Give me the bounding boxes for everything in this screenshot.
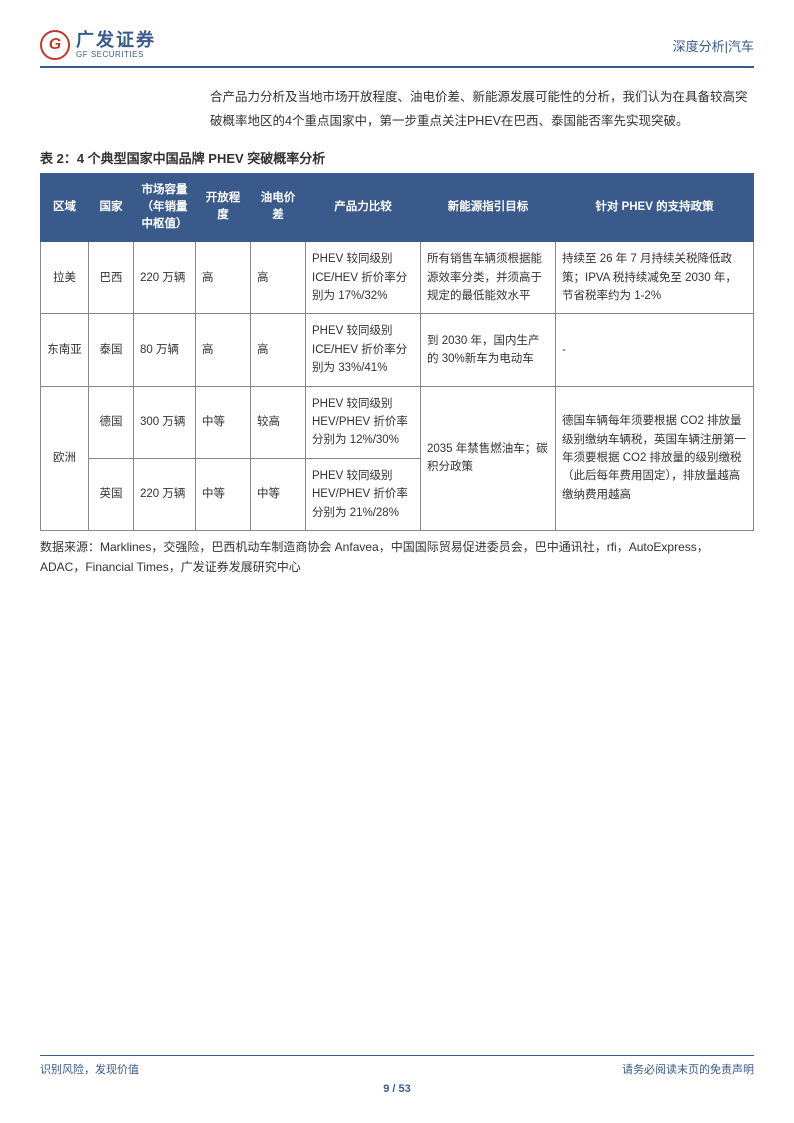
cell-pricediff: 高 <box>251 242 306 314</box>
intro-paragraph: 合产品力分析及当地市场开放程度、油电价差、新能源发展可能性的分析，我们认为在具备… <box>210 86 754 134</box>
page-footer: 识别风险，发现价值 请务必阅读末页的免责声明 9 / 53 <box>40 1055 754 1095</box>
cell-region: 东南亚 <box>41 314 89 386</box>
logo-cn: 广发证券 <box>76 31 156 51</box>
cell-openness: 中等 <box>196 458 251 530</box>
cell-capacity: 80 万辆 <box>134 314 196 386</box>
th-policy: 针对 PHEV 的支持政策 <box>556 173 754 242</box>
cell-openness: 高 <box>196 314 251 386</box>
cell-policy: 持续至 26 年 7 月持续关税降低政策；IPVA 税持续减免至 2030 年，… <box>556 242 754 314</box>
cell-policy: 德国车辆每年须要根据 CO2 排放量级别缴纳车辆税，英国车辆注册第一年须要根据 … <box>556 386 754 530</box>
logo: G 广发证券 GF SECURITIES <box>40 30 156 60</box>
table-title: 表 2：4 个典型国家中国品牌 PHEV 突破概率分析 <box>40 148 754 167</box>
cell-pricediff: 高 <box>251 314 306 386</box>
cell-country: 德国 <box>89 386 134 458</box>
cell-region: 拉美 <box>41 242 89 314</box>
footer-right: 请务必阅读末页的免责声明 <box>622 1061 754 1077</box>
page-total: 53 <box>399 1083 411 1095</box>
cell-target: 到 2030 年，国内生产的 30%新车为电动车 <box>421 314 556 386</box>
th-country: 国家 <box>89 173 134 242</box>
cell-target: 2035 年禁售燃油车；碳积分政策 <box>421 386 556 530</box>
table-row: 拉美 巴西 220 万辆 高 高 PHEV 较同级别 ICE/HEV 折价率分别… <box>41 242 754 314</box>
table-row: 欧洲 德国 300 万辆 中等 较高 PHEV 较同级别 HEV/PHEV 折价… <box>41 386 754 458</box>
cell-target: 所有销售车辆须根据能源效率分类，并须高于规定的最低能效水平 <box>421 242 556 314</box>
page-number: 9 / 53 <box>40 1083 754 1095</box>
table-source: 数据来源：Marklines，交强险，巴西机动车制造商协会 Anfavea，中国… <box>40 537 754 578</box>
cell-country: 英国 <box>89 458 134 530</box>
cell-country: 泰国 <box>89 314 134 386</box>
cell-product: PHEV 较同级别 HEV/PHEV 折价率分别为 12%/30% <box>306 386 421 458</box>
th-openness: 开放程度 <box>196 173 251 242</box>
page-header: G 广发证券 GF SECURITIES 深度分析|汽车 <box>40 30 754 68</box>
th-capacity: 市场容量（年销量中枢值） <box>134 173 196 242</box>
logo-icon: G <box>40 30 70 60</box>
cell-pricediff: 较高 <box>251 386 306 458</box>
table-header-row: 区域 国家 市场容量（年销量中枢值） 开放程度 油电价差 产品力比较 新能源指引… <box>41 173 754 242</box>
header-category: 深度分析|汽车 <box>673 36 754 55</box>
logo-text: 广发证券 GF SECURITIES <box>76 31 156 60</box>
cell-product: PHEV 较同级别 ICE/HEV 折价率分别为 17%/32% <box>306 242 421 314</box>
cell-capacity: 220 万辆 <box>134 242 196 314</box>
cell-pricediff: 中等 <box>251 458 306 530</box>
cell-product: PHEV 较同级别 ICE/HEV 折价率分别为 33%/41% <box>306 314 421 386</box>
th-region: 区域 <box>41 173 89 242</box>
cell-product: PHEV 较同级别 HEV/PHEV 折价率分别为 21%/28% <box>306 458 421 530</box>
page-sep: / <box>389 1083 398 1095</box>
cell-policy: - <box>556 314 754 386</box>
logo-en: GF SECURITIES <box>76 51 156 60</box>
th-target: 新能源指引目标 <box>421 173 556 242</box>
phev-analysis-table: 区域 国家 市场容量（年销量中枢值） 开放程度 油电价差 产品力比较 新能源指引… <box>40 173 754 531</box>
table-row: 东南亚 泰国 80 万辆 高 高 PHEV 较同级别 ICE/HEV 折价率分别… <box>41 314 754 386</box>
cell-openness: 中等 <box>196 386 251 458</box>
th-pricediff: 油电价差 <box>251 173 306 242</box>
cell-region: 欧洲 <box>41 386 89 530</box>
cell-capacity: 300 万辆 <box>134 386 196 458</box>
footer-left: 识别风险，发现价值 <box>40 1061 139 1077</box>
cell-openness: 高 <box>196 242 251 314</box>
th-product: 产品力比较 <box>306 173 421 242</box>
cell-capacity: 220 万辆 <box>134 458 196 530</box>
cell-country: 巴西 <box>89 242 134 314</box>
